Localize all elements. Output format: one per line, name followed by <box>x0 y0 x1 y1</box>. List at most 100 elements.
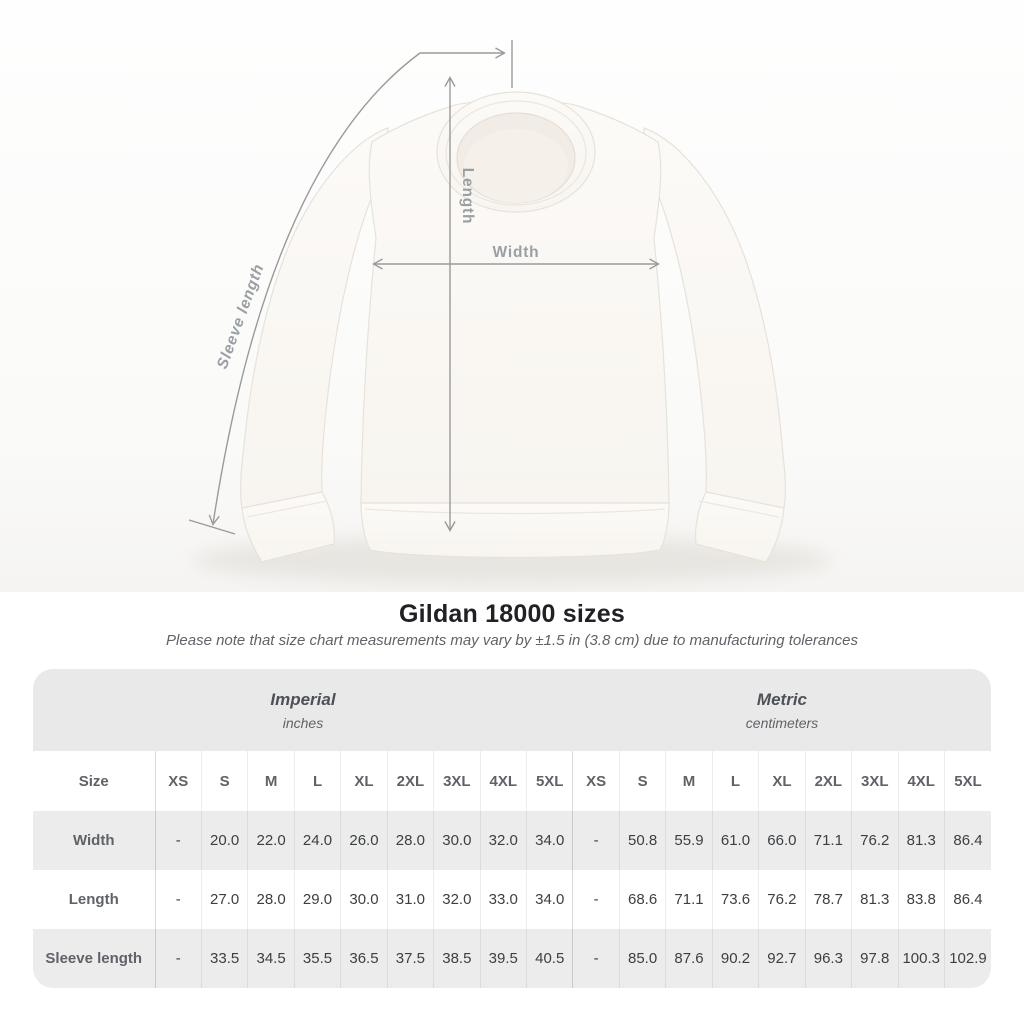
value-cell: 100.3 <box>898 929 945 988</box>
value-cell: - <box>572 811 620 870</box>
value-cell: 26.0 <box>340 811 388 870</box>
value-cell: 35.5 <box>294 929 342 988</box>
value-cell: 34.0 <box>526 811 574 870</box>
value-cell: 96.3 <box>805 929 853 988</box>
row-label: Width <box>33 811 156 870</box>
value-cell: 20.0 <box>201 811 249 870</box>
value-cell: 29.0 <box>294 870 342 929</box>
unit-sublabel: centimeters <box>745 714 819 731</box>
size-header-imperial-3xl: 3XL <box>433 751 481 811</box>
table-row: Sleeve length -33.5 34.5 35.5 36.5 37.5 38.5 39… <box>33 929 991 988</box>
garment-shadow <box>192 536 832 584</box>
value-cell: 68.6 <box>619 870 667 929</box>
value-cell: 86.4 <box>953 891 983 908</box>
value-cell: 66.0 <box>758 811 806 870</box>
value-cell: 38.5 <box>433 929 481 988</box>
sleeve-length-arrow-line <box>208 52 421 526</box>
table-row: Length -27.0 28.0 29.0 30.0 31.0 32.0 33.0 34.0-… <box>33 870 991 929</box>
cuff-tick-line <box>188 519 236 535</box>
value-cell: 36.5 <box>340 929 388 988</box>
value-cell: - <box>572 870 620 929</box>
size-header-imperial-l: L <box>294 751 342 811</box>
table-row: Width -20.0 22.0 24.0 26.0 28.0 30.0 32.0 34.0-5… <box>33 811 991 870</box>
size-header-metric-5xl: 5XL <box>944 751 991 811</box>
size-header-metric-xs: XS <box>572 751 620 811</box>
value-cell: 34.5 <box>247 929 295 988</box>
size-header-metric-4xl: 4XL <box>898 751 945 811</box>
value-cell: - <box>155 811 202 870</box>
value-cell: 30.0 <box>433 811 481 870</box>
left-sleeve <box>240 127 389 509</box>
value-cell: 78.7 <box>805 870 853 929</box>
value-cell: 32.0 <box>433 870 481 929</box>
garment-body <box>360 100 670 504</box>
size-header-imperial-xl: XL <box>340 751 388 811</box>
value-cell: 81.3 <box>851 870 899 929</box>
unit-group-imperial: Imperial inches <box>33 669 573 751</box>
size-table: Imperial inches Metric centimeters Size XS S M L… <box>33 669 991 988</box>
unit-group-metric: Metric centimeters <box>572 669 991 751</box>
product-measurement-diagram: Length Width Sleeve length <box>0 0 1024 592</box>
size-corner-header: Size <box>33 751 156 811</box>
row-label: Length <box>33 870 156 929</box>
value-cell: 34.0 <box>526 870 574 929</box>
value-cell: 27.0 <box>201 870 249 929</box>
value-cell: 97.8 <box>851 929 899 988</box>
sweatshirt-illustration: Length Width Sleeve length <box>0 0 1024 592</box>
value-cell: 31.0 <box>387 870 435 929</box>
value-cell: 30.0 <box>340 870 388 929</box>
size-header-imperial-s: S <box>201 751 249 811</box>
value-cell: 73.6 <box>712 870 760 929</box>
value-cell: 40.5 <box>526 929 574 988</box>
value-cell: 39.5 <box>480 929 528 988</box>
unit-sublabel: inches <box>282 714 324 731</box>
value-cell: - <box>155 870 202 929</box>
size-table-body: Width -20.0 22.0 24.0 26.0 28.0 30.0 32.0 34.0-5… <box>33 811 991 988</box>
size-chart-page: Length Width Sleeve length Gildan 18000 … <box>0 0 1024 988</box>
value-cell: 92.7 <box>758 929 806 988</box>
size-header-metric-s: S <box>619 751 667 811</box>
value-cell: 33.5 <box>201 929 249 988</box>
size-header-metric-l: L <box>712 751 760 811</box>
value-cell: 55.9 <box>665 811 713 870</box>
value-cell: 22.0 <box>247 811 295 870</box>
value-cell: 37.5 <box>387 929 435 988</box>
value-cell: 32.0 <box>480 811 528 870</box>
size-header-metric-3xl: 3XL <box>851 751 899 811</box>
value-cell: 24.0 <box>294 811 342 870</box>
value-cell: 85.0 <box>619 929 667 988</box>
unit-header-row: Imperial inches Metric centimeters <box>33 669 991 751</box>
value-cell: 50.8 <box>619 811 667 870</box>
width-label: Width <box>493 244 540 261</box>
value-cell: 90.2 <box>712 929 760 988</box>
size-header-row: Size XS S M L XL 2XL 3XL 4XL 5XL XS S M L XL 2XL 3XL 4XL 5… <box>33 751 991 811</box>
waistband <box>360 502 670 559</box>
size-header-metric-xl: XL <box>758 751 806 811</box>
value-cell: 87.6 <box>665 929 713 988</box>
size-table-head: Imperial inches Metric centimeters Size XS S M L… <box>33 669 991 811</box>
value-cell: 61.0 <box>712 811 760 870</box>
size-header-metric-2xl: 2XL <box>805 751 853 811</box>
size-header-metric-m: M <box>665 751 713 811</box>
collar <box>436 91 596 213</box>
value-cell: 28.0 <box>387 811 435 870</box>
size-table-container: Imperial inches Metric centimeters Size XS S M L… <box>33 669 991 988</box>
unit-label: Imperial <box>270 689 336 709</box>
size-header-imperial-4xl: 4XL <box>480 751 528 811</box>
value-cell: 86.4 <box>944 811 991 870</box>
value-cell: 76.2 <box>758 870 806 929</box>
value-cell: 83.8 <box>898 870 945 929</box>
tolerance-note: Please note that size chart measurements… <box>166 632 858 649</box>
page-title: Gildan 18000 sizes <box>399 600 625 628</box>
value-cell: 71.1 <box>805 811 853 870</box>
garment <box>240 91 786 563</box>
value-cell: 71.1 <box>665 870 713 929</box>
right-sleeve <box>643 127 786 509</box>
size-header-imperial-xs: XS <box>155 751 202 811</box>
value-cell: 28.0 <box>247 870 295 929</box>
value-cell: 102.9 <box>944 929 991 988</box>
unit-label: Metric <box>756 689 807 709</box>
value-cell: - <box>155 929 202 988</box>
size-header-imperial-2xl: 2XL <box>387 751 435 811</box>
length-label: Length <box>459 168 476 224</box>
